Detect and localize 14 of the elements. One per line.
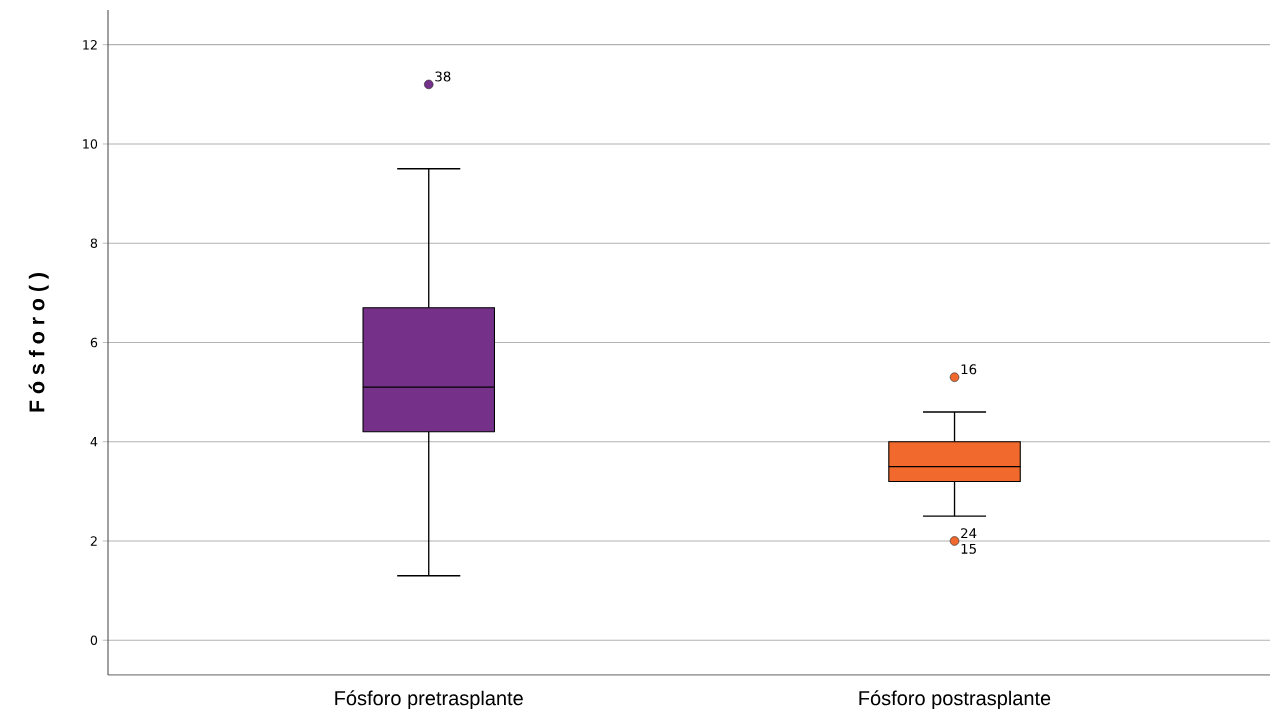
y-tick-label: 6 <box>90 337 98 348</box>
annotation: 38 <box>435 71 451 82</box>
x-tick-label: Fósforo pretrasplante <box>335 690 523 709</box>
y-tick-label: 8 <box>90 238 98 249</box>
y-tick-label: 10 <box>83 139 98 149</box>
x-tick-label: Fósforo postrasplante <box>859 690 1051 709</box>
y-tick-label: 12 <box>83 40 97 50</box>
y-axis-title: F ó s f o r o ( ) <box>28 273 49 412</box>
y-tick-label: 2 <box>90 536 97 546</box>
y-tick-label: 0 <box>90 635 98 646</box>
annotation: 15 <box>961 543 976 554</box>
y-tick-label: 4 <box>90 437 98 447</box>
annotation: 24 <box>961 528 977 539</box>
annotation: 16 <box>961 364 977 375</box>
